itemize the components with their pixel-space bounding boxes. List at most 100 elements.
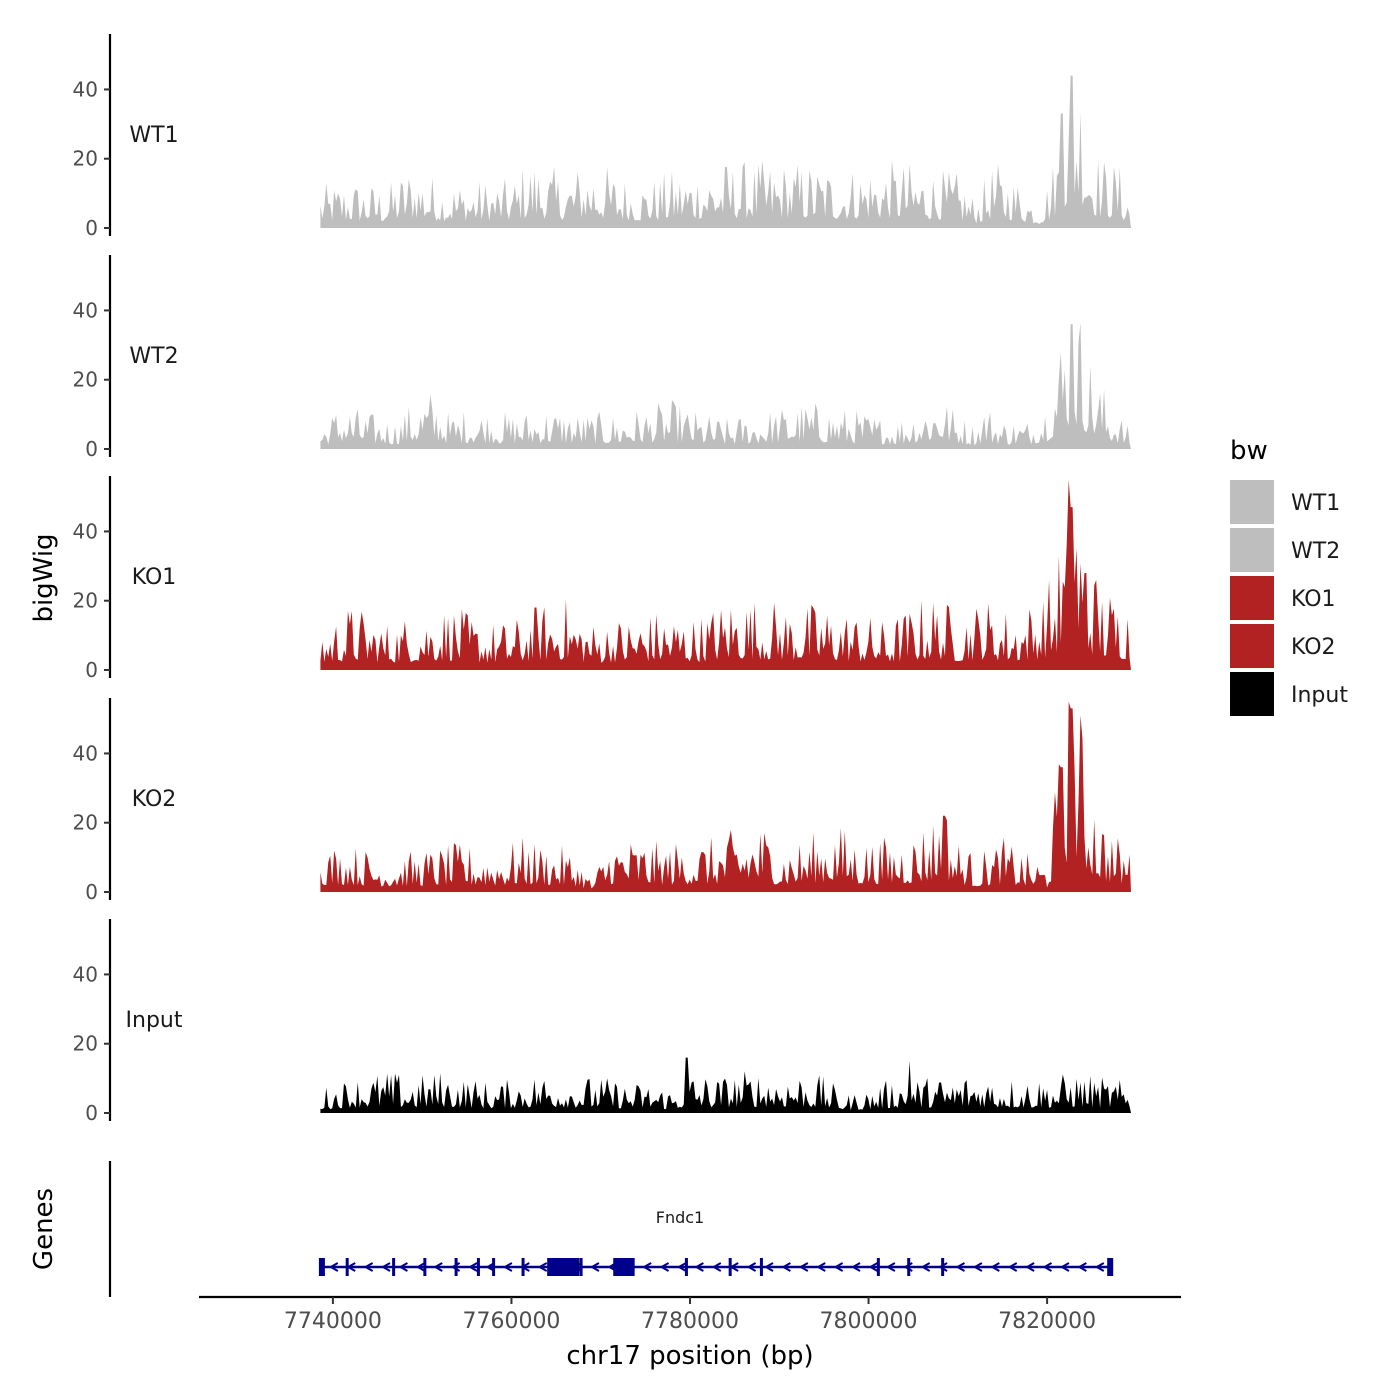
gene-exon: [454, 1258, 458, 1276]
gene-exon: [876, 1258, 880, 1276]
y-tick-label: 40: [73, 298, 98, 322]
genes-axis-title: Genes: [29, 1188, 59, 1270]
strand-arrow: [589, 1262, 600, 1272]
x-axis: 7740000 7760000 7780000 7800000 7820000: [199, 1295, 1181, 1334]
legend-title: bw: [1230, 436, 1268, 466]
coverage-area-ko2: [320, 701, 1132, 892]
legend-label-ko2: KO2: [1291, 635, 1336, 660]
strand-arrow: [851, 1262, 861, 1272]
strand-arrow: [955, 1262, 965, 1272]
y-tick-label: 40: [73, 519, 98, 543]
strand-arrow: [415, 1262, 426, 1272]
strand-arrow: [363, 1262, 374, 1272]
legend-swatch-ko1: [1230, 576, 1274, 620]
gene-exon: [579, 1258, 583, 1276]
gene-exon: [728, 1258, 732, 1276]
track-input: 0 20 40 Input: [73, 919, 1132, 1125]
legend-label-wt2: WT2: [1291, 539, 1340, 564]
gene-exon: [521, 1258, 525, 1276]
track-ko2: 0 20 40 KO2: [73, 698, 1132, 904]
gene-exon: [476, 1258, 480, 1276]
legend-swatch-wt1: [1230, 480, 1274, 524]
panel-label-wt1: WT1: [129, 123, 178, 148]
legend-label-wt1: WT1: [1291, 491, 1340, 516]
strand-arrow: [381, 1262, 391, 1272]
y-tick-label: 0: [85, 437, 98, 461]
strand-arrow: [868, 1262, 878, 1272]
strand-arrow: [798, 1262, 809, 1272]
strand-arrow: [833, 1262, 844, 1272]
x-tick-label: 7760000: [462, 1309, 560, 1334]
legend: bw WT1 WT2 KO1 KO2 Input: [1230, 436, 1348, 716]
x-tick-label: 7820000: [998, 1309, 1096, 1334]
x-tick-label: 7740000: [284, 1309, 382, 1334]
coverage-area-wt1: [320, 75, 1132, 228]
strand-arrow: [885, 1262, 896, 1272]
gene-exon: [392, 1258, 396, 1276]
y-tick-label: 0: [85, 880, 98, 904]
gene-exon: [941, 1258, 945, 1276]
track-wt2: 0 20 40 WT2: [73, 255, 1132, 461]
y-tick-label: 20: [73, 1032, 98, 1056]
x-tick-label: 7780000: [641, 1309, 739, 1334]
strand-arrow: [502, 1262, 513, 1272]
legend-swatch-ko2: [1230, 624, 1274, 668]
x-axis-title: chr17 position (bp): [566, 1341, 813, 1371]
strand-arrow: [1042, 1262, 1053, 1272]
strand-arrow: [468, 1262, 478, 1272]
strand-arrow: [433, 1262, 443, 1272]
gene-track: Fndc1: [108, 1161, 1114, 1297]
strand-arrow: [1059, 1262, 1070, 1272]
coverage-area-wt2: [320, 322, 1132, 449]
panel-label-ko1: KO1: [132, 565, 177, 590]
gene-exon: [423, 1258, 427, 1276]
strand-arrow: [676, 1262, 687, 1272]
legend-label-ko1: KO1: [1291, 587, 1336, 612]
strand-arrow: [1007, 1262, 1018, 1272]
strand-arrow: [990, 1262, 1000, 1272]
panel-label-ko2: KO2: [132, 787, 177, 812]
y-tick-label: 40: [73, 77, 98, 101]
y-tick-label: 0: [85, 1101, 98, 1125]
strand-arrow: [972, 1262, 983, 1272]
strand-arrow: [920, 1262, 931, 1272]
y-tick-label: 0: [85, 216, 98, 240]
gene-exon-coding: [613, 1258, 635, 1276]
y-tick-label: 0: [85, 658, 98, 682]
strand-arrow: [328, 1262, 339, 1272]
y-tick-label: 40: [73, 962, 98, 986]
strand-arrow: [642, 1262, 652, 1272]
gene-exon: [492, 1258, 496, 1276]
y-tick-label: 20: [73, 589, 98, 613]
gene-exon: [907, 1258, 911, 1276]
legend-swatch-wt2: [1230, 528, 1274, 572]
coverage-area-input: [320, 1057, 1132, 1113]
coverage-area-ko1: [320, 479, 1132, 670]
strand-arrow: [711, 1262, 722, 1272]
strand-arrow: [1025, 1262, 1035, 1272]
panel-label-input: Input: [126, 1008, 183, 1033]
gene-exon: [318, 1258, 325, 1276]
x-tick-label: 7800000: [820, 1309, 918, 1334]
gene-exon: [684, 1258, 688, 1276]
strand-arrow: [398, 1262, 408, 1272]
strand-arrow: [746, 1262, 757, 1272]
legend-label-input: Input: [1291, 683, 1348, 708]
y-axis-title: bigWig: [29, 533, 59, 622]
gene-name-label: Fndc1: [656, 1208, 704, 1227]
strand-arrow: [659, 1262, 670, 1272]
strand-arrow: [938, 1262, 948, 1272]
y-tick-label: 20: [73, 368, 98, 392]
gene-exon: [1107, 1258, 1114, 1276]
strand-arrow: [781, 1262, 791, 1272]
strand-arrow: [537, 1262, 548, 1272]
strand-arrow: [694, 1262, 704, 1272]
coverage-tracks: 0 20 40 WT1 0 20 40 WT2 0 20 40 KO1 0 20 40 KO2 0 20 40 Inp…: [73, 34, 1132, 1125]
legend-swatch-input: [1230, 672, 1274, 716]
strand-arrow: [763, 1262, 774, 1272]
y-tick-label: 20: [73, 147, 98, 171]
gene-exon: [345, 1258, 349, 1276]
gene-exon: [759, 1258, 763, 1276]
panel-label-wt2: WT2: [129, 344, 178, 369]
